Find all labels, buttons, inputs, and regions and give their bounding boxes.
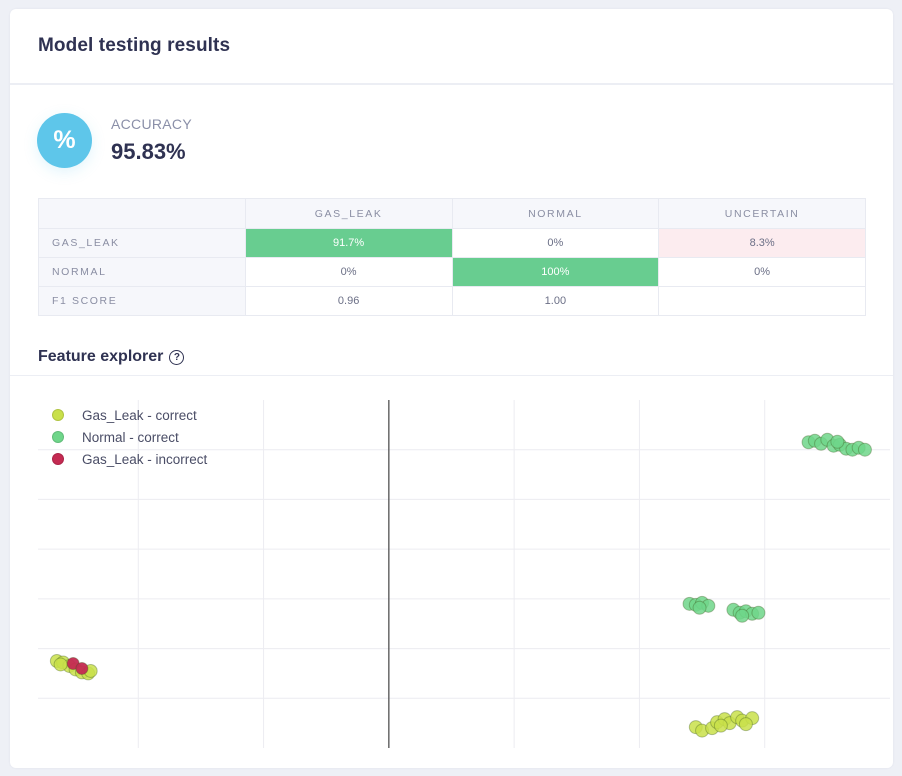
confusion-matrix: GAS_LEAK NORMAL UNCERTAIN GAS_LEAK 91.7%… <box>38 198 866 316</box>
accuracy-label: ACCURACY <box>111 116 192 132</box>
legend-marker <box>52 453 64 465</box>
row-header: GAS_LEAK <box>38 228 246 258</box>
feature-explorer-title: Feature explorer <box>38 348 164 365</box>
data-point[interactable] <box>713 718 728 733</box>
feature-explorer-header: Feature explorer ? <box>10 339 893 376</box>
feature-explorer-plot[interactable] <box>10 384 893 768</box>
matrix-cell: 91.7% <box>244 228 453 258</box>
f1-score-cell: 0.96 <box>244 286 453 316</box>
legend-item-normal-correct[interactable]: Normal - correct <box>52 426 207 448</box>
row-header: F1 SCORE <box>38 286 246 316</box>
data-point[interactable] <box>857 442 872 457</box>
table-row: NORMAL 0% 100% 0% <box>38 257 866 287</box>
legend-label: Normal - correct <box>82 429 179 445</box>
legend-item-gas-leak-correct[interactable]: Gas_Leak - correct <box>52 404 207 426</box>
percent-icon: % <box>37 113 92 168</box>
matrix-cell: 0% <box>658 257 866 287</box>
legend-label: Gas_Leak - incorrect <box>82 451 208 467</box>
series-normal-correct <box>682 432 872 623</box>
confusion-matrix-header-row: GAS_LEAK NORMAL UNCERTAIN <box>38 198 866 229</box>
data-point[interactable] <box>53 657 68 672</box>
accuracy-summary: % ACCURACY 95.83% <box>37 113 192 168</box>
data-point[interactable] <box>735 608 750 623</box>
column-header: NORMAL <box>451 198 660 229</box>
page-title: Model testing results <box>38 35 231 56</box>
model-testing-card: Model testing results % ACCURACY 95.83% … <box>10 9 893 768</box>
f1-score-cell: 1.00 <box>451 286 660 316</box>
chart-legend: Gas_Leak - correct Normal - correct Gas_… <box>52 404 207 470</box>
scatter-plot[interactable] <box>10 384 893 768</box>
corner-header <box>38 198 246 229</box>
data-point[interactable] <box>738 717 753 732</box>
matrix-cell: 0% <box>244 257 453 287</box>
legend-marker <box>52 431 64 443</box>
data-point[interactable] <box>75 661 89 675</box>
legend-item-gas-leak-incorrect[interactable]: Gas_Leak - incorrect <box>52 448 207 470</box>
table-row: GAS_LEAK 91.7% 0% 8.3% <box>38 228 866 258</box>
data-point[interactable] <box>692 600 707 615</box>
legend-label: Gas_Leak - correct <box>82 407 197 423</box>
row-header: NORMAL <box>38 257 246 287</box>
data-point[interactable] <box>751 605 766 620</box>
series-gas-leak-incorrect <box>66 656 89 675</box>
help-circle-icon[interactable]: ? <box>169 349 185 365</box>
legend-marker <box>52 409 64 421</box>
accuracy-value: 95.83% <box>111 139 186 164</box>
column-header: UNCERTAIN <box>658 198 866 229</box>
data-point[interactable] <box>830 434 845 449</box>
matrix-cell: 100% <box>451 257 660 287</box>
table-row: F1 SCORE 0.96 1.00 <box>38 286 866 316</box>
matrix-cell: 8.3% <box>658 228 866 258</box>
card-header: Model testing results <box>10 9 893 85</box>
matrix-cell: 0% <box>451 228 660 258</box>
column-header: GAS_LEAK <box>244 198 453 229</box>
f1-score-cell <box>658 286 866 316</box>
series-gas-leak-correct <box>49 654 760 738</box>
